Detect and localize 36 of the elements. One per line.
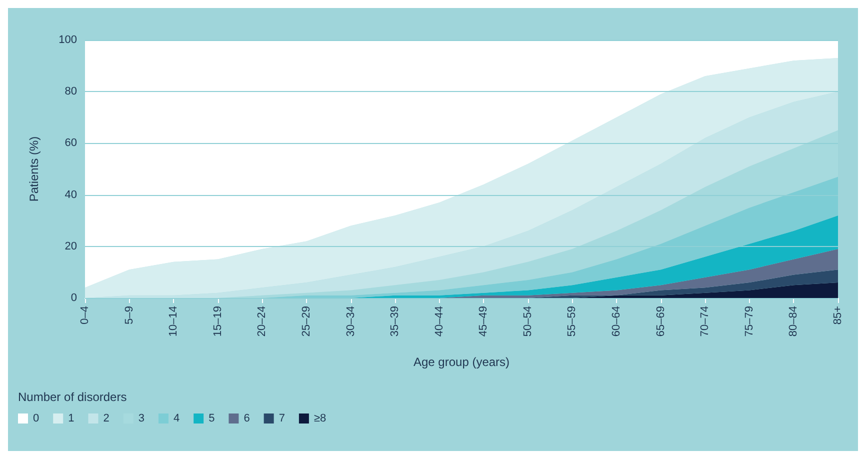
x-tick-label: 85+ (832, 306, 844, 325)
x-tick-label: 25–29 (300, 306, 312, 337)
x-tick-label: 30–34 (344, 306, 357, 337)
y-tick-label: 0 (70, 292, 77, 304)
y-tick-label: 80 (64, 86, 77, 98)
y-tick-label: 60 (64, 137, 77, 150)
legend-title: Number of disorders (18, 390, 127, 404)
x-tick-label: 45–49 (478, 306, 490, 337)
x-tick-label: 60–64 (610, 306, 623, 337)
x-tick-label: 0–4 (79, 306, 91, 324)
x-tick-label: 75–79 (743, 306, 756, 337)
y-axis-title: Patients (%) (27, 136, 41, 202)
legend-label: 6 (244, 412, 250, 424)
x-tick-label: 55–59 (566, 306, 578, 337)
y-tick-label: 20 (64, 240, 77, 252)
x-axis-title: Age group (years) (413, 355, 510, 369)
x-tick-label: 35–39 (389, 306, 402, 337)
x-tick-label: 15–19 (212, 306, 224, 337)
legend-label: 1 (68, 412, 74, 424)
legend-label: 3 (138, 412, 144, 424)
x-tick-label: 40–44 (433, 306, 446, 337)
legend-label: 0 (33, 412, 40, 424)
x-tick-label: 65–69 (654, 306, 667, 337)
legend-label: 2 (103, 412, 110, 424)
x-tick-label: 20–24 (256, 306, 268, 337)
legend-label: 4 (173, 412, 180, 424)
x-tick-label: 80–84 (788, 306, 800, 337)
x-tick-label: 70–74 (699, 306, 712, 337)
y-tick-label: 40 (64, 188, 77, 201)
x-tick-label: 50–54 (522, 306, 534, 337)
legend-label: ≥8 (314, 412, 326, 424)
legend-label: 7 (278, 412, 285, 424)
legend-label: 5 (208, 412, 215, 424)
x-tick-label: 10–14 (168, 306, 180, 337)
x-tick-label: 5–9 (123, 306, 136, 324)
y-tick-label: 100 (58, 34, 77, 46)
